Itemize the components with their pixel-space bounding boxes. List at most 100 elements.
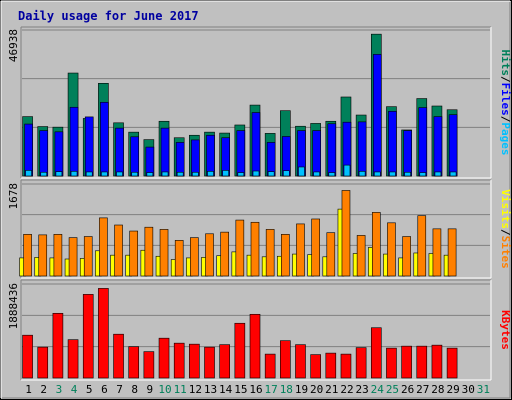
bar-files-day-10 xyxy=(160,127,170,177)
bar-sites-day-6 xyxy=(99,217,108,277)
bar-kbytes-day-9 xyxy=(143,351,155,379)
bar-sites-day-13 xyxy=(205,233,214,277)
bar-kbytes-day-25 xyxy=(386,347,397,379)
day-label-6: 6 xyxy=(101,383,108,396)
panel-kbytes: 1888436 KBytes xyxy=(7,279,512,381)
day-label-20: 20 xyxy=(310,383,323,396)
day-label-5: 5 xyxy=(86,383,93,396)
bar-sites-day-28 xyxy=(432,228,442,277)
bar-sites-day-12 xyxy=(190,237,199,277)
bar-kbytes-day-1 xyxy=(22,334,33,379)
bar-pages-day-8 xyxy=(131,171,139,177)
legend-visits-sites: Visits/Sites xyxy=(499,189,512,269)
bar-kbytes-day-19 xyxy=(295,344,306,379)
bar-sites-day-27 xyxy=(417,215,427,277)
day-label-28: 28 xyxy=(431,383,444,396)
bar-sites-day-25 xyxy=(387,222,396,277)
bar-pages-day-9 xyxy=(146,172,154,177)
bar-sites-day-4 xyxy=(68,237,78,277)
legend-item-pages: Pages xyxy=(499,122,512,155)
bar-kbytes-day-11 xyxy=(173,342,185,379)
day-label-10: 10 xyxy=(158,383,171,396)
bar-files-day-28 xyxy=(433,116,443,177)
bar-kbytes-day-26 xyxy=(401,345,412,379)
day-label-16: 16 xyxy=(249,383,262,396)
bar-sites-day-1 xyxy=(23,234,32,277)
legend-item-slash: / xyxy=(499,76,512,83)
day-label-13: 13 xyxy=(204,383,217,396)
bar-sites-day-15 xyxy=(235,219,245,277)
bar-kbytes-day-15 xyxy=(234,322,246,379)
bar-pages-day-25 xyxy=(389,171,396,177)
bar-files-day-21 xyxy=(327,123,337,177)
bar-files-day-5 xyxy=(84,116,94,177)
day-label-3: 3 xyxy=(56,383,63,396)
day-label-21: 21 xyxy=(325,383,338,396)
legend-item-files: Files xyxy=(499,83,512,116)
bar-pages-day-24 xyxy=(373,171,381,177)
legend-hits-files-pages: Hits/Files/Pages xyxy=(499,50,512,156)
day-label-22: 22 xyxy=(340,383,353,396)
day-label-26: 26 xyxy=(401,383,414,396)
bar-pages-day-28 xyxy=(434,171,442,177)
bar-pages-day-7 xyxy=(116,171,123,177)
bar-sites-day-18 xyxy=(281,234,290,277)
bar-sites-day-26 xyxy=(402,236,411,277)
bar-kbytes-day-10 xyxy=(158,337,170,379)
bar-pages-day-1 xyxy=(25,170,32,177)
bar-kbytes-day-7 xyxy=(113,333,124,379)
day-label-19: 19 xyxy=(295,383,308,396)
bar-kbytes-day-27 xyxy=(416,345,428,379)
bar-pages-day-19 xyxy=(298,166,305,177)
day-label-15: 15 xyxy=(234,383,247,396)
bar-pages-day-10 xyxy=(161,171,169,177)
bar-files-day-23 xyxy=(357,121,367,177)
day-label-23: 23 xyxy=(356,383,369,396)
bar-sites-day-7 xyxy=(114,224,123,277)
bar-kbytes-day-22 xyxy=(340,353,352,379)
day-label-1: 1 xyxy=(25,383,32,396)
bar-files-day-4 xyxy=(69,106,79,177)
day-label-24: 24 xyxy=(371,383,385,396)
day-label-30: 30 xyxy=(462,383,475,396)
bar-kbytes-day-8 xyxy=(128,346,140,379)
bar-pages-day-14 xyxy=(222,170,229,177)
bar-pages-day-2 xyxy=(40,171,48,177)
bar-sites-day-17 xyxy=(265,229,275,277)
bar-files-day-3 xyxy=(54,131,64,177)
bar-pages-day-26 xyxy=(404,171,411,177)
bar-kbytes-day-5 xyxy=(82,294,94,379)
day-label-18: 18 xyxy=(280,383,293,396)
bar-kbytes-day-3 xyxy=(52,312,64,379)
bar-files-day-16 xyxy=(251,112,261,177)
day-label-12: 12 xyxy=(189,383,202,396)
bar-files-day-15 xyxy=(236,130,246,177)
bar-kbytes-day-29 xyxy=(446,347,458,379)
bar-pages-day-6 xyxy=(101,171,108,177)
legend-item-kbytes: KBytes xyxy=(499,310,512,350)
bar-files-day-27 xyxy=(418,107,428,177)
y-max-label: 1888436 xyxy=(7,283,20,329)
day-label-7: 7 xyxy=(116,383,123,396)
bar-sites-day-23 xyxy=(356,235,366,277)
bar-pages-day-22 xyxy=(343,164,351,177)
bar-pages-day-12 xyxy=(192,171,199,177)
day-label-25: 25 xyxy=(386,383,399,396)
bar-sites-day-21 xyxy=(326,232,336,277)
bar-files-day-17 xyxy=(266,142,276,177)
bar-sites-day-14 xyxy=(220,231,229,277)
day-axis-labels: 1 2 3 4 5 6 7 8 9 10 11 12 13 14 15 16 17 18 19 20 21 22 23 24 2… xyxy=(25,383,490,396)
bar-sites-day-11 xyxy=(174,240,184,277)
bar-kbytes-day-12 xyxy=(189,343,200,379)
bar-kbytes-day-13 xyxy=(204,346,215,379)
bar-kbytes-day-24 xyxy=(370,327,382,379)
day-label-11: 11 xyxy=(174,383,187,396)
legend-item-hits: Hits xyxy=(499,50,512,77)
legend-item-slash: / xyxy=(499,229,512,236)
legend-kbytes: KBytes xyxy=(499,310,512,350)
bar-sites-day-3 xyxy=(53,234,63,277)
bar-files-day-24 xyxy=(372,54,382,177)
day-label-27: 27 xyxy=(416,383,429,396)
